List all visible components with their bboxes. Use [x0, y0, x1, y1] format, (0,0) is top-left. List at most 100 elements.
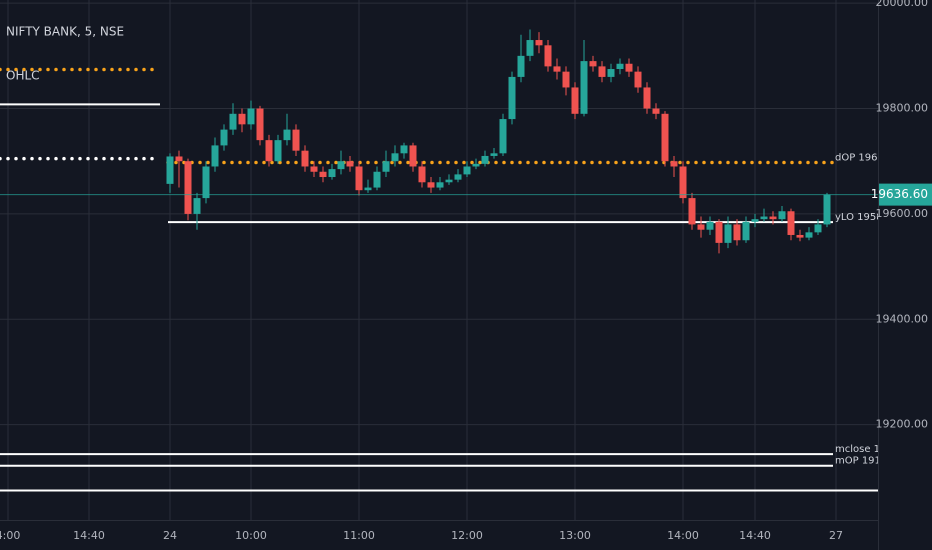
- candle-body: [760, 216, 768, 220]
- candle-body: [436, 182, 444, 188]
- candle-body: [283, 129, 291, 141]
- x-tick-label: 14:40: [73, 529, 105, 542]
- y-tick-label: 19800.00: [876, 102, 929, 115]
- level-label: mclose 1914: [835, 444, 899, 455]
- candle-body: [751, 219, 759, 222]
- y-tick-label: 19400.00: [876, 312, 929, 325]
- candle-body: [418, 166, 426, 183]
- x-tick-label: 10:00: [235, 529, 267, 542]
- candle-body: [643, 87, 651, 109]
- candle-body: [364, 187, 372, 191]
- candle-body: [166, 156, 174, 184]
- candle-body: [427, 182, 435, 188]
- candle-body: [598, 66, 606, 77]
- candle-body: [778, 211, 786, 220]
- candle-body: [445, 179, 453, 183]
- candle-body: [391, 153, 399, 162]
- chart-title: NIFTY BANK, 5, NSE: [6, 25, 124, 39]
- candle-body: [463, 166, 471, 175]
- candle-body: [607, 69, 615, 77]
- candle-body: [823, 194, 831, 225]
- candle-body: [229, 113, 237, 130]
- candle-body: [337, 161, 345, 170]
- candle-body: [490, 153, 498, 156]
- candle-body: [346, 161, 354, 167]
- candle-body: [301, 150, 309, 167]
- candle-body: [274, 140, 282, 162]
- candle-body: [589, 61, 597, 67]
- candle-body: [211, 145, 219, 167]
- y-tick-label: 20000.00: [876, 0, 929, 9]
- candle-body: [292, 129, 300, 151]
- candle-body: [355, 166, 363, 191]
- candle-body: [508, 76, 516, 120]
- x-tick-label: 27: [829, 529, 843, 542]
- x-tick-label: 4:00: [0, 529, 20, 542]
- candle-body: [481, 155, 489, 164]
- candle-body: [400, 145, 408, 154]
- level-label: dOP 19697.65: [835, 152, 906, 163]
- candle-body: [247, 108, 255, 125]
- candle-body: [517, 55, 525, 77]
- candle-body: [688, 198, 696, 225]
- y-tick-label: 19600.00: [876, 207, 929, 220]
- x-tick-label: 14:40: [739, 529, 771, 542]
- candle-body: [697, 224, 705, 230]
- candle-body: [625, 63, 633, 72]
- candle-body: [562, 71, 570, 88]
- candle-body: [193, 198, 201, 214]
- candle-body: [535, 40, 543, 46]
- candle-body: [553, 66, 561, 72]
- candle-body: [724, 224, 732, 243]
- candle-body: [310, 166, 318, 172]
- candle-body: [238, 113, 246, 125]
- candle-body: [256, 108, 264, 141]
- candle-body: [814, 224, 822, 233]
- x-tick-label: 14:00: [667, 529, 699, 542]
- x-tick-label: 11:00: [343, 529, 375, 542]
- candle-body: [742, 221, 750, 241]
- candle-body: [220, 129, 228, 146]
- candle-body: [454, 174, 462, 180]
- y-tick-label: 19200.00: [876, 418, 929, 431]
- candle-body: [382, 161, 390, 172]
- candle-body: [769, 216, 777, 220]
- candle-body: [796, 234, 804, 238]
- candle-body: [184, 161, 192, 214]
- candle-body: [472, 163, 480, 167]
- candle-body: [265, 140, 273, 162]
- candle-body: [805, 232, 813, 238]
- candle-body: [715, 221, 723, 243]
- candle-body: [409, 145, 417, 167]
- candle-body: [616, 63, 624, 70]
- candle-body: [679, 166, 687, 199]
- level-label: mOP 19122.: [835, 456, 897, 467]
- last-price-label: 19636.60: [871, 187, 928, 201]
- candle-body: [634, 71, 642, 88]
- candle-body: [499, 119, 507, 154]
- indicator-name: OHLC: [6, 69, 40, 83]
- x-tick-label: 12:00: [451, 529, 483, 542]
- candle-body: [652, 108, 660, 114]
- candle-body: [544, 45, 552, 67]
- candle-body: [580, 61, 588, 114]
- candle-body: [526, 40, 534, 56]
- candle-body: [706, 221, 714, 230]
- candle-body: [175, 156, 183, 162]
- level-label: yLO 19584.4: [835, 212, 899, 223]
- candle-body: [571, 87, 579, 114]
- x-tick-label: 13:00: [559, 529, 591, 542]
- candle-body: [787, 211, 795, 235]
- candle-body: [670, 161, 678, 167]
- candle-body: [733, 224, 741, 241]
- candle-body: [373, 171, 381, 188]
- candle-body: [202, 166, 210, 199]
- x-tick-label: 24: [163, 529, 177, 542]
- candle-body: [319, 171, 327, 178]
- candle-body: [328, 169, 336, 178]
